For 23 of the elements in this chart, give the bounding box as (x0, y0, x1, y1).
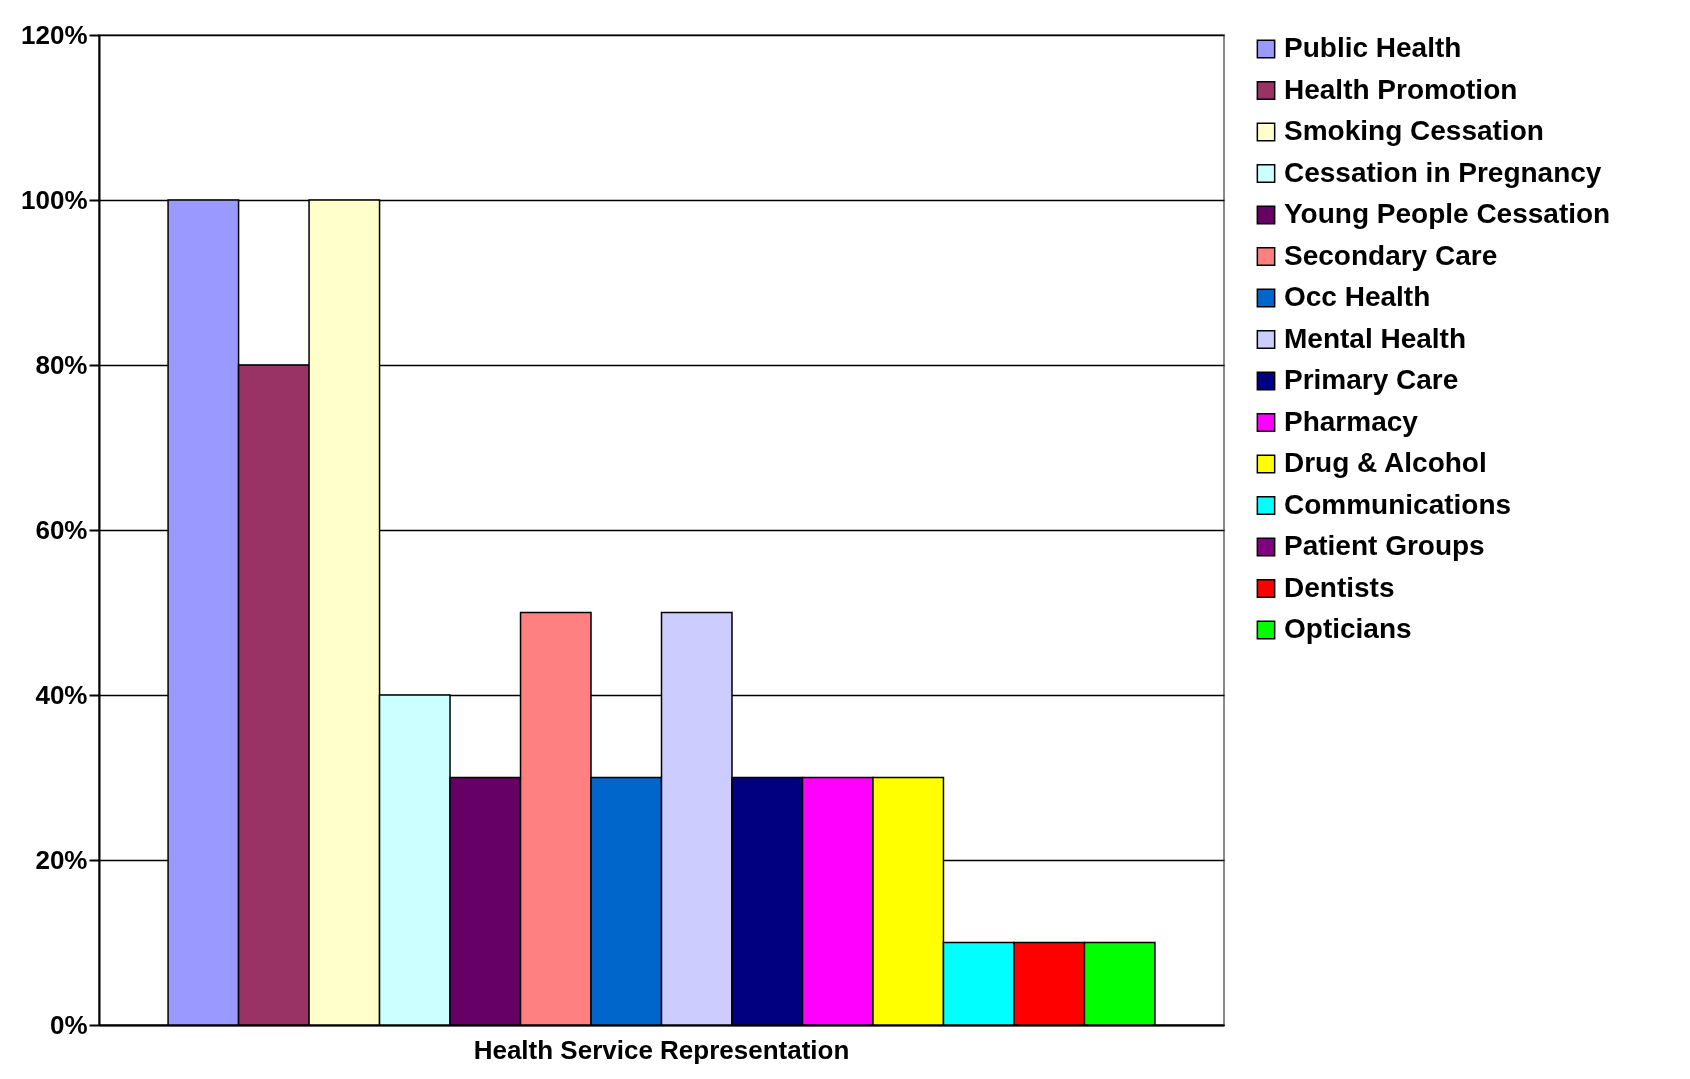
legend-label: Health Promotion (1284, 73, 1518, 105)
legend-label: Dentists (1284, 571, 1395, 603)
legend-label: Secondary Care (1284, 239, 1498, 271)
y-tick-label: 80% (35, 349, 88, 380)
y-tick-label: 40% (35, 679, 88, 710)
x-tick-label: Health Service Representation (473, 1034, 850, 1065)
legend-label: Drug & Alcohol (1284, 447, 1487, 478)
legend-label: Cessation in Pregnancy (1284, 156, 1602, 188)
legend-label: Opticians (1284, 613, 1412, 644)
y-tick-label: 100% (21, 184, 88, 215)
legend-label: Patient Groups (1284, 530, 1485, 561)
legend-label: Communications (1284, 488, 1512, 520)
legend-label: Smoking Cessation (1284, 115, 1544, 146)
y-tick-label: 20% (35, 844, 88, 875)
legend-label: Pharmacy (1284, 405, 1419, 437)
y-tick-label: 0% (49, 1009, 88, 1040)
legend-label: Mental Health (1284, 322, 1467, 354)
legend-label: Public Health (1284, 32, 1462, 63)
y-tick-label: 60% (35, 514, 88, 545)
legend-label: Occ Health (1284, 281, 1431, 312)
legend-label: Young People Cessation (1284, 198, 1611, 229)
legend-label: Primary Care (1284, 364, 1459, 395)
y-tick-label: 120% (21, 19, 88, 50)
